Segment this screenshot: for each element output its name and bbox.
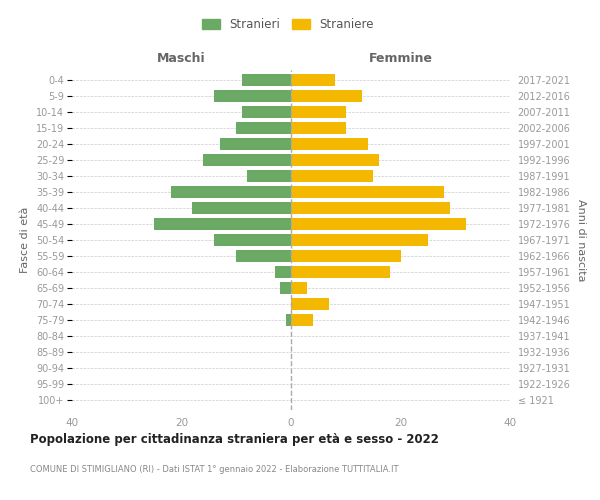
Bar [154,218,291,230]
Bar [291,250,401,262]
Legend: Stranieri, Straniere: Stranieri, Straniere [197,14,379,36]
Text: Femmine: Femmine [368,52,433,65]
Bar [291,186,445,198]
Bar [291,218,466,230]
Bar [291,234,428,246]
Bar [291,122,346,134]
Bar [236,250,291,262]
Bar [170,186,291,198]
Bar [291,90,362,102]
Bar [291,170,373,182]
Y-axis label: Anni di nascita: Anni di nascita [576,198,586,281]
Bar [275,266,291,278]
Bar [286,314,291,326]
Bar [291,266,389,278]
Bar [220,138,291,150]
Bar [247,170,291,182]
Text: COMUNE DI STIMIGLIANO (RI) - Dati ISTAT 1° gennaio 2022 - Elaborazione TUTTITALI: COMUNE DI STIMIGLIANO (RI) - Dati ISTAT … [30,466,398,474]
Bar [242,106,291,118]
Bar [291,314,313,326]
Bar [214,234,291,246]
Bar [291,202,450,214]
Bar [242,74,291,86]
Y-axis label: Fasce di età: Fasce di età [20,207,31,273]
Text: Popolazione per cittadinanza straniera per età e sesso - 2022: Popolazione per cittadinanza straniera p… [30,432,439,446]
Bar [291,298,329,310]
Bar [291,154,379,166]
Bar [291,282,307,294]
Bar [291,74,335,86]
Text: Maschi: Maschi [157,52,206,65]
Bar [280,282,291,294]
Bar [291,138,368,150]
Bar [193,202,291,214]
Bar [203,154,291,166]
Bar [214,90,291,102]
Bar [236,122,291,134]
Bar [291,106,346,118]
